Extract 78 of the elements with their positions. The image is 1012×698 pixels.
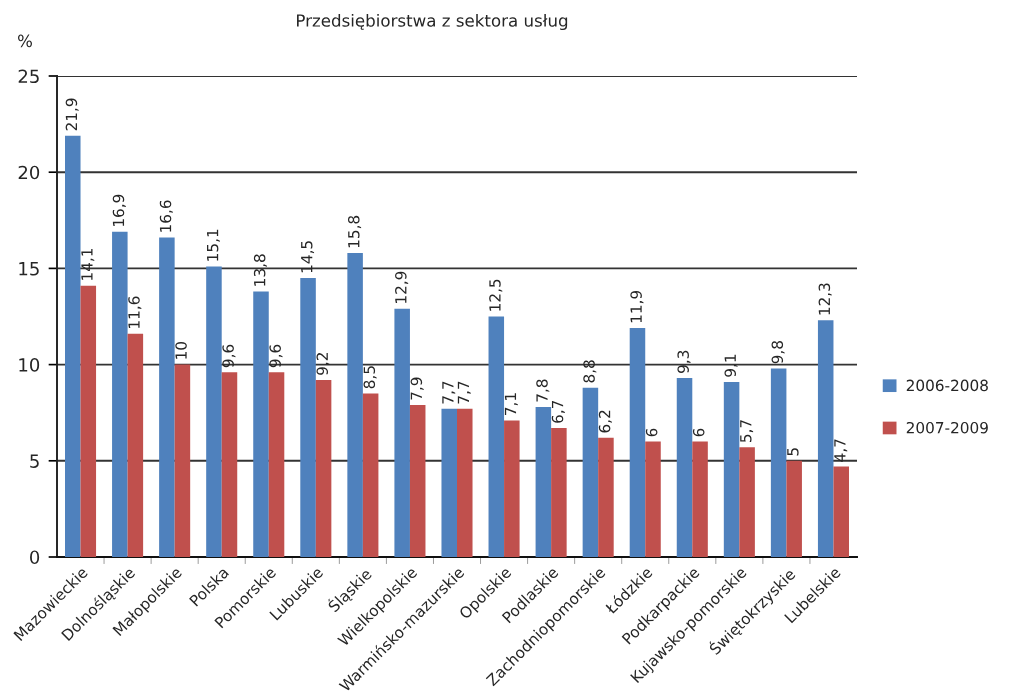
data-label: 9,2 (316, 353, 330, 375)
data-label: 14,5 (301, 241, 315, 273)
bar (315, 379, 332, 557)
y-tick-label: 5 (30, 454, 39, 468)
data-label: 8,5 (363, 366, 377, 389)
data-label: 9,1 (724, 354, 738, 377)
bar (582, 387, 599, 557)
chart-title: Przedsiębiorstwa z sektora usług (297, 13, 568, 31)
bar (253, 291, 269, 557)
data-label: 5 (787, 448, 799, 456)
data-label: 15,8 (347, 215, 362, 248)
bar (551, 428, 567, 557)
data-label: 15,1 (207, 229, 220, 261)
bar (629, 328, 646, 557)
data-label: 7,1 (504, 393, 518, 415)
data-label: 8,8 (583, 360, 597, 383)
data-label: 6,2 (598, 410, 612, 433)
bar (80, 285, 97, 557)
bar (645, 441, 661, 557)
data-label: 7,7 (457, 381, 471, 404)
bar (535, 406, 552, 557)
data-label: 14,1 (81, 248, 95, 280)
bar (676, 378, 693, 557)
y-tick-label: 15 (19, 262, 39, 276)
data-label: 11,6 (128, 296, 142, 328)
y-tick-label: 0 (30, 550, 40, 565)
bar (221, 372, 238, 557)
data-label: 9,8 (771, 341, 785, 364)
bar (394, 308, 410, 557)
bar (268, 372, 285, 557)
data-label: 9,3 (677, 350, 691, 373)
bar (409, 405, 426, 557)
bar (739, 447, 755, 557)
data-label: 12,5 (489, 279, 503, 311)
bar (127, 333, 144, 557)
bar (174, 364, 191, 557)
bar (786, 460, 802, 557)
data-label: 12,3 (818, 283, 832, 315)
data-label: 9,6 (222, 344, 236, 368)
bar (833, 466, 849, 557)
data-label: 5,7 (740, 420, 754, 442)
data-label: 16,9 (112, 194, 126, 226)
data-label: 7,7 (442, 381, 456, 404)
legend-label: 2007-2009 (906, 421, 988, 434)
data-label: 13,8 (253, 254, 267, 286)
y-tick-label: 25 (18, 69, 39, 84)
data-label: 11,9 (630, 290, 644, 323)
legend-label: 2006-2008 (906, 379, 988, 392)
data-label: 6,7 (551, 400, 565, 423)
bar (488, 316, 505, 557)
bar (770, 368, 787, 557)
y-tick-label: 20 (18, 165, 40, 180)
bar (65, 135, 81, 557)
data-label: 9,6 (269, 344, 283, 368)
bar (362, 393, 379, 557)
data-label: 16,6 (159, 200, 173, 232)
bar (504, 420, 520, 557)
data-label: 21,9 (65, 98, 79, 131)
bar (457, 408, 473, 557)
data-label: 6 (645, 428, 658, 437)
bar (441, 408, 457, 557)
data-label: 12,9 (395, 271, 409, 303)
data-label: 10 (175, 342, 187, 359)
data-label: 7,9 (410, 377, 424, 400)
bar (723, 381, 740, 557)
y-axis-title: % (18, 34, 32, 48)
bar (692, 441, 708, 557)
bar (300, 278, 316, 557)
bar (159, 237, 175, 557)
data-label: 6 (692, 428, 705, 437)
data-label: 4,7 (834, 439, 848, 462)
data-label: 7,8 (536, 379, 550, 402)
bar (112, 231, 128, 557)
bar (598, 437, 614, 557)
bar (206, 266, 222, 557)
bar (347, 253, 363, 557)
bar (817, 320, 834, 557)
y-tick-label: 10 (19, 358, 40, 372)
